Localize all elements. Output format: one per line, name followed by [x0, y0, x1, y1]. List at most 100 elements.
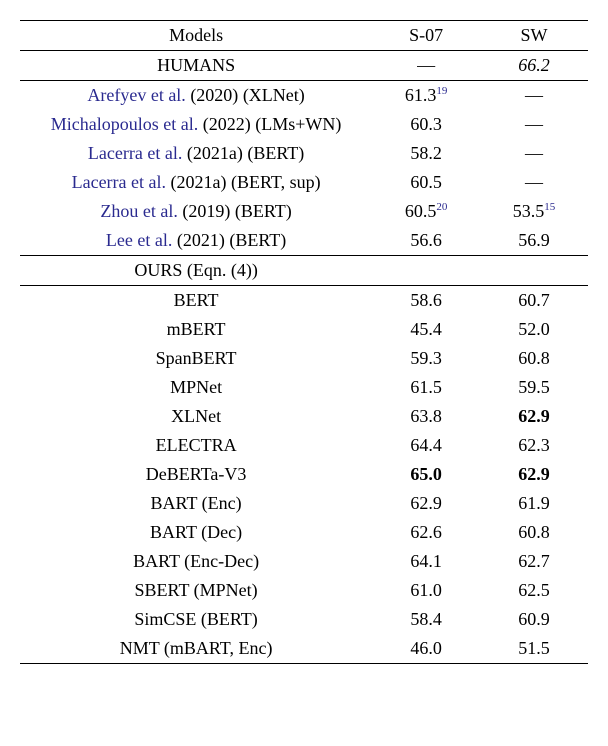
ours-s07: 63.8 [372, 402, 480, 431]
prior-s07: 56.6 [372, 226, 480, 256]
ours-model-name: NMT (mBART, Enc) [20, 634, 372, 664]
prior-s07: 60.5 [372, 168, 480, 197]
table-row: BART (Enc-Dec)64.162.7 [20, 547, 588, 576]
citation-year: (2021) [177, 230, 225, 250]
ours-s07: 61.5 [372, 373, 480, 402]
ours-model-name: SimCSE (BERT) [20, 605, 372, 634]
table-row: SpanBERT59.360.8 [20, 344, 588, 373]
citation-link[interactable]: Arefyev et al. [87, 85, 185, 105]
bottom-rule [20, 664, 588, 665]
table-row: BART (Dec)62.660.8 [20, 518, 588, 547]
citation-link[interactable]: Michalopoulos et al. [51, 114, 198, 134]
prior-sw: — [480, 139, 588, 168]
ours-model-name: MPNet [20, 373, 372, 402]
table-row: Arefyev et al. (2020) (XLNet)61.319— [20, 81, 588, 111]
table-row: DeBERTa-V365.062.9 [20, 460, 588, 489]
ours-model-name: BART (Enc-Dec) [20, 547, 372, 576]
ours-sw: 62.7 [480, 547, 588, 576]
table-row: Michalopoulos et al. (2022) (LMs+WN)60.3… [20, 110, 588, 139]
ours-sw: 62.5 [480, 576, 588, 605]
citation-link[interactable]: Lacerra et al. [72, 172, 166, 192]
prior-sw: — [480, 168, 588, 197]
citation-link[interactable]: Lacerra et al. [88, 143, 182, 163]
ours-s07: 62.9 [372, 489, 480, 518]
prior-sw: — [480, 81, 588, 111]
ours-sw: 60.8 [480, 344, 588, 373]
prior-model-cell: Lacerra et al. (2021a) (BERT, sup) [20, 168, 372, 197]
ours-header-row: OURS (Eqn. (4)) [20, 256, 588, 286]
ours-sw: 62.9 [480, 460, 588, 489]
prior-model-cell: Arefyev et al. (2020) (XLNet) [20, 81, 372, 111]
prior-model-cell: Zhou et al. (2019) (BERT) [20, 197, 372, 226]
prior-s07: 61.319 [372, 81, 480, 111]
ours-model-name: SpanBERT [20, 344, 372, 373]
ours-model-name: BERT [20, 286, 372, 316]
table-row: MPNet61.559.5 [20, 373, 588, 402]
citation-year: (2021a) [171, 172, 227, 192]
ours-sw: 52.0 [480, 315, 588, 344]
prior-s07: 58.2 [372, 139, 480, 168]
humans-s07: — [372, 51, 480, 81]
ours-s07: 65.0 [372, 460, 480, 489]
header-row: Models S-07 SW [20, 21, 588, 51]
ours-sw: 60.8 [480, 518, 588, 547]
prior-model-cell: Lee et al. (2021) (BERT) [20, 226, 372, 256]
ours-s07: 64.4 [372, 431, 480, 460]
citation-link[interactable]: Zhou et al. [100, 201, 177, 221]
table-row: BERT58.660.7 [20, 286, 588, 316]
prior-s07: 60.3 [372, 110, 480, 139]
ours-s07: 46.0 [372, 634, 480, 664]
prior-model-cell: Michalopoulos et al. (2022) (LMs+WN) [20, 110, 372, 139]
citation-year: (2021a) [187, 143, 243, 163]
results-table: Models S-07 SW HUMANS — 66.2 Arefyev et … [20, 20, 588, 664]
header-sw: SW [480, 21, 588, 51]
footnote-ref[interactable]: 19 [436, 85, 447, 97]
empty-cell [480, 256, 588, 286]
table-row: SimCSE (BERT)58.460.9 [20, 605, 588, 634]
ours-s07: 64.1 [372, 547, 480, 576]
citation-link[interactable]: Lee et al. [106, 230, 172, 250]
table-row: NMT (mBART, Enc)46.051.5 [20, 634, 588, 664]
ours-model-name: BART (Enc) [20, 489, 372, 518]
prior-sw: 53.515 [480, 197, 588, 226]
table-row: Lacerra et al. (2021a) (BERT)58.2— [20, 139, 588, 168]
ours-s07: 58.4 [372, 605, 480, 634]
ours-header-label: OURS (Eqn. (4)) [20, 256, 372, 286]
header-s07: S-07 [372, 21, 480, 51]
ours-model-name: mBERT [20, 315, 372, 344]
ours-sw: 51.5 [480, 634, 588, 664]
table-row: mBERT45.452.0 [20, 315, 588, 344]
table-row: ELECTRA64.462.3 [20, 431, 588, 460]
citation-year: (2022) [203, 114, 251, 134]
ours-sw: 61.9 [480, 489, 588, 518]
ours-s07: 45.4 [372, 315, 480, 344]
header-models: Models [20, 21, 372, 51]
ours-s07: 61.0 [372, 576, 480, 605]
citation-year: (2020) [190, 85, 238, 105]
ours-sw: 59.5 [480, 373, 588, 402]
ours-model-name: BART (Dec) [20, 518, 372, 547]
table-row: SBERT (MPNet)61.062.5 [20, 576, 588, 605]
ours-s07: 59.3 [372, 344, 480, 373]
ours-model-name: DeBERTa-V3 [20, 460, 372, 489]
ours-sw: 60.9 [480, 605, 588, 634]
table-row: Lacerra et al. (2021a) (BERT, sup)60.5— [20, 168, 588, 197]
footnote-ref[interactable]: 15 [544, 201, 555, 213]
humans-row: HUMANS — 66.2 [20, 51, 588, 81]
ours-s07: 58.6 [372, 286, 480, 316]
citation-year: (2019) [182, 201, 230, 221]
empty-cell [372, 256, 480, 286]
prior-s07: 60.520 [372, 197, 480, 226]
table-row: Zhou et al. (2019) (BERT)60.52053.515 [20, 197, 588, 226]
prior-sw: — [480, 110, 588, 139]
ours-s07: 62.6 [372, 518, 480, 547]
table-row: BART (Enc)62.961.9 [20, 489, 588, 518]
bottom-rule-cell [20, 664, 588, 665]
humans-sw: 66.2 [480, 51, 588, 81]
prior-sw: 56.9 [480, 226, 588, 256]
ours-model-name: ELECTRA [20, 431, 372, 460]
footnote-ref[interactable]: 20 [436, 201, 447, 213]
ours-sw: 62.3 [480, 431, 588, 460]
table-row: XLNet63.862.9 [20, 402, 588, 431]
humans-label: HUMANS [20, 51, 372, 81]
